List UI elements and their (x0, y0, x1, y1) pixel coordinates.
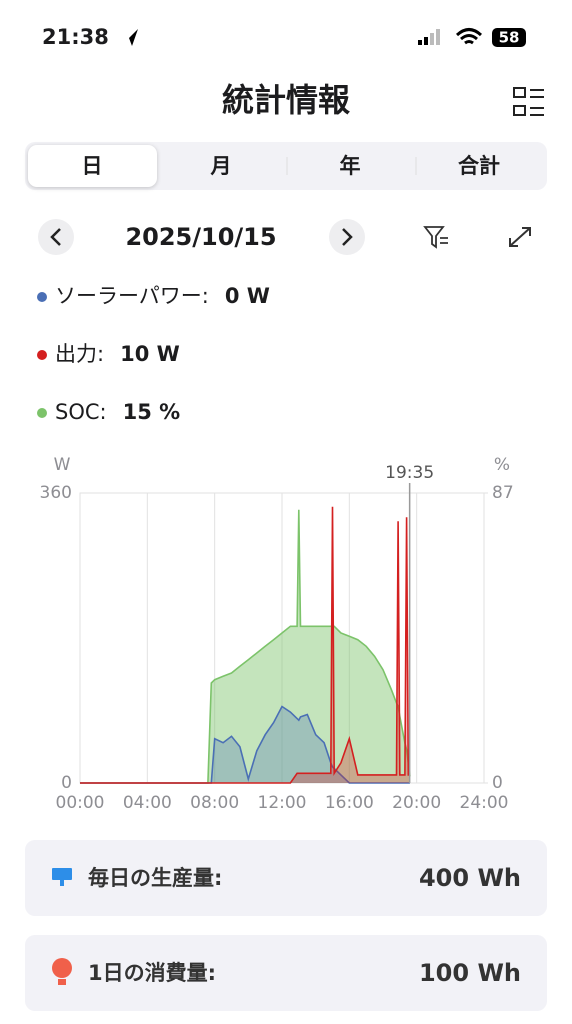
x-tick-label: 00:00 (56, 793, 105, 813)
legend-dot (37, 350, 47, 360)
y2-tick-label: 87 (492, 483, 514, 503)
x-tick-label: 08:00 (190, 793, 239, 813)
y2-axis-title: % (494, 455, 510, 475)
page-title: 統計情報 (222, 81, 350, 119)
readout-value: 10 W (120, 342, 180, 366)
area-fill (80, 509, 410, 783)
consumption-card (25, 935, 547, 1011)
readout-value: 15 % (123, 400, 181, 424)
x-tick-label: 12:00 (258, 793, 307, 813)
tab-selected (28, 145, 157, 187)
legend-dot (37, 408, 47, 418)
area-fill (80, 706, 410, 783)
readout-value: 0 W (225, 284, 270, 308)
series-line (80, 509, 411, 784)
location-icon (122, 29, 138, 46)
tab-label[interactable]: 月 (210, 154, 232, 178)
summary-value: 400 Wh (419, 864, 521, 892)
list-settings-button[interactable] (513, 87, 544, 116)
prev-day-button[interactable] (38, 219, 74, 255)
production-card (25, 840, 547, 916)
next-day-button[interactable] (329, 219, 365, 255)
y-axis-title: W (54, 455, 71, 475)
battery-level: 58 (499, 29, 520, 47)
battery-icon (492, 28, 526, 47)
cursor-label: 19:35 (385, 463, 434, 483)
readout-label: SOC: (55, 400, 107, 424)
y-tick-label: 360 (40, 483, 72, 503)
date-label[interactable]: 2025/10/15 (125, 223, 276, 251)
y-tick-label: 0 (61, 773, 72, 793)
x-tick-label: 16:00 (325, 793, 374, 813)
y2-tick-label: 0 (492, 773, 503, 793)
series-line (80, 705, 410, 784)
series-line (80, 506, 410, 784)
tab-label[interactable]: 年 (340, 154, 361, 178)
x-tick-label: 04:00 (123, 793, 172, 813)
solar-icon (52, 868, 72, 886)
prev-arrow (50, 228, 61, 246)
readout-label: ソーラーパワー: (55, 284, 209, 308)
signal-icon (418, 29, 440, 45)
summary-label: 毎日の生産量: (88, 866, 222, 890)
next-arrow (342, 228, 353, 246)
tab-label[interactable]: 日 (82, 154, 103, 178)
expand-button[interactable] (509, 227, 531, 247)
status-time: 21:38 (42, 25, 109, 49)
legend-dot (37, 292, 47, 302)
x-tick-label: 24:00 (460, 793, 509, 813)
tab-label[interactable]: 合計 (458, 154, 500, 178)
summary-label: 1日の消費量: (88, 961, 216, 985)
x-tick-label: 20:00 (392, 793, 441, 813)
wifi-icon (455, 28, 483, 45)
consumption-icon (52, 958, 72, 985)
summary-value: 100 Wh (419, 959, 521, 987)
readout-label: 出力: (55, 342, 104, 366)
filter-button[interactable] (423, 226, 448, 249)
